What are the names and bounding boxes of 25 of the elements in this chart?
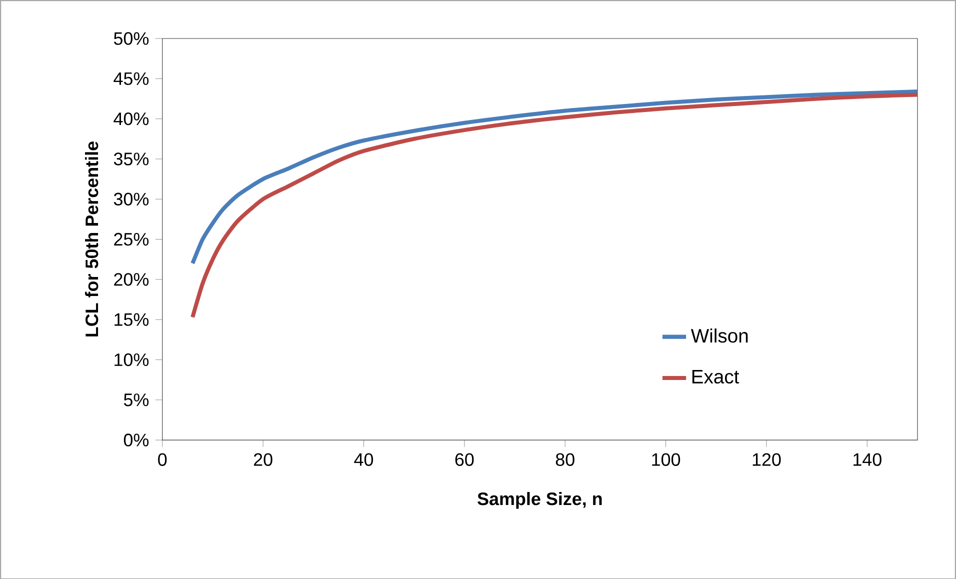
legend-label: Wilson — [690, 328, 748, 342]
y-tick-label: 30% — [114, 192, 149, 206]
y-tick-label: 45% — [114, 72, 149, 85]
y-tick-label: 25% — [114, 232, 149, 246]
line-series — [190, 92, 918, 319]
legend-label: Exact — [692, 370, 740, 384]
x-tick-label: 40 — [354, 453, 374, 466]
y-axis-title: LCL for 50th Percentile — [85, 141, 98, 336]
x-tick-label: 80 — [556, 453, 574, 466]
y-tick-label: 40% — [114, 112, 149, 125]
y-tick-label: 5% — [124, 393, 149, 406]
x-tick-label: 140 — [854, 453, 882, 466]
x-tick-label: 120 — [752, 453, 781, 466]
x-tick-label: 60 — [455, 453, 474, 466]
y-tick-label: 15% — [114, 313, 149, 326]
line-series — [190, 89, 918, 266]
y-tick-label: 10% — [114, 353, 149, 366]
y-tick-label: 35% — [114, 152, 149, 166]
x-tick-label: 0 — [158, 453, 167, 466]
x-tick-label: 20 — [254, 453, 272, 466]
y-tick-label: 50% — [114, 32, 149, 45]
y-tick-label: 0% — [124, 433, 149, 446]
x-axis-title: Sample Size, n — [478, 492, 602, 509]
y-tick-label: 20% — [114, 272, 149, 286]
x-tick-label: 100 — [652, 453, 680, 466]
